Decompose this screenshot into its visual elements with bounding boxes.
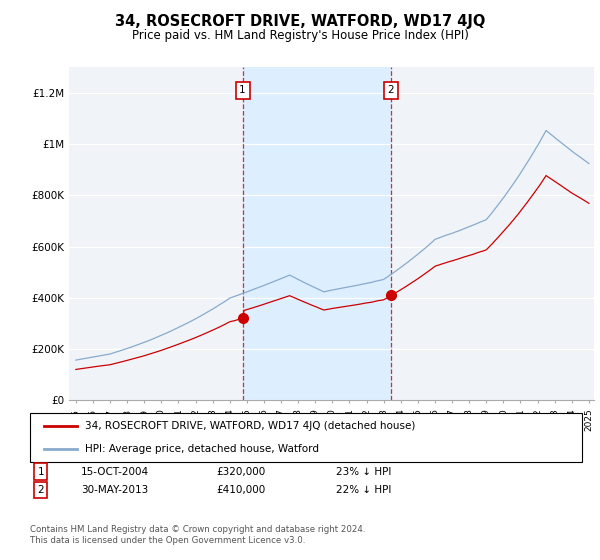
Text: 15-OCT-2004: 15-OCT-2004: [81, 466, 149, 477]
Text: Contains HM Land Registry data © Crown copyright and database right 2024.
This d: Contains HM Land Registry data © Crown c…: [30, 525, 365, 545]
Text: 23% ↓ HPI: 23% ↓ HPI: [336, 466, 391, 477]
Text: 2: 2: [388, 85, 394, 95]
Text: 1: 1: [37, 466, 44, 477]
Text: 2: 2: [37, 485, 44, 495]
Text: 34, ROSECROFT DRIVE, WATFORD, WD17 4JQ (detached house): 34, ROSECROFT DRIVE, WATFORD, WD17 4JQ (…: [85, 421, 416, 431]
FancyBboxPatch shape: [30, 413, 582, 462]
Text: £410,000: £410,000: [216, 485, 265, 495]
Text: 22% ↓ HPI: 22% ↓ HPI: [336, 485, 391, 495]
Text: 1: 1: [239, 85, 246, 95]
Text: £320,000: £320,000: [216, 466, 265, 477]
Text: Price paid vs. HM Land Registry's House Price Index (HPI): Price paid vs. HM Land Registry's House …: [131, 29, 469, 42]
Bar: [242, 67, 391, 400]
Text: 34, ROSECROFT DRIVE, WATFORD, WD17 4JQ: 34, ROSECROFT DRIVE, WATFORD, WD17 4JQ: [115, 14, 485, 29]
Text: HPI: Average price, detached house, Watford: HPI: Average price, detached house, Watf…: [85, 444, 319, 454]
Text: 30-MAY-2013: 30-MAY-2013: [81, 485, 148, 495]
